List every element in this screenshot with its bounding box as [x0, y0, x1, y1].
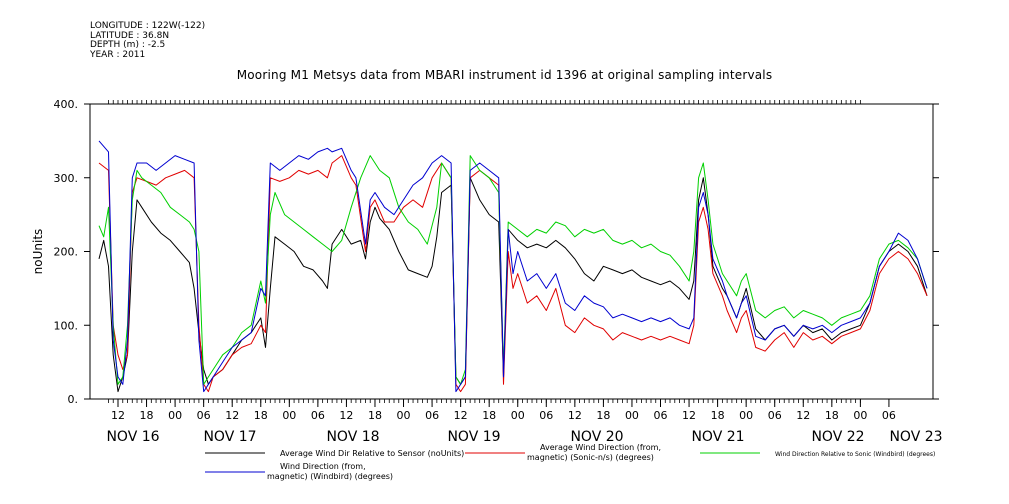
plot-frame	[90, 104, 933, 399]
x-hour-label: 18	[482, 409, 496, 422]
x-day-label: NOV 19	[447, 429, 500, 445]
x-hour-label: 06	[539, 409, 553, 422]
x-hour-label: 06	[654, 409, 668, 422]
x-hour-label: 18	[596, 409, 610, 422]
x-day-label: NOV 16	[106, 429, 159, 445]
x-hour-label: 12	[111, 409, 125, 422]
x-hour-label: 12	[568, 409, 582, 422]
y-tick-label: 0.	[68, 393, 79, 406]
legend-label: Wind Direction Relative to Sonic (Windbi…	[775, 451, 935, 458]
x-hour-label: 12	[796, 409, 810, 422]
x-hour-label: 06	[425, 409, 439, 422]
x-hour-label: 18	[140, 409, 154, 422]
x-hour-label: 12	[454, 409, 468, 422]
x-day-label: NOV 23	[889, 429, 942, 445]
legend-label: magnetic) (Windbird) (degrees)	[267, 472, 393, 481]
y-axis-label: noUnits	[31, 229, 45, 275]
x-hour-label: 18	[368, 409, 382, 422]
x-hour-label: 06	[197, 409, 211, 422]
x-hour-label: 12	[339, 409, 353, 422]
x-hour-label: 12	[682, 409, 696, 422]
x-hour-label: 00	[397, 409, 411, 422]
x-hour-label: 18	[254, 409, 268, 422]
x-hour-label: 06	[311, 409, 325, 422]
x-day-label: NOV 22	[811, 429, 864, 445]
x-hour-label: 00	[739, 409, 753, 422]
x-hour-label: 06	[768, 409, 782, 422]
x-hour-label: 12	[225, 409, 239, 422]
legend-label: magnetic) (Sonic-n/s) (degrees)	[527, 453, 654, 462]
x-hour-label: 18	[825, 409, 839, 422]
x-hour-label: 00	[511, 409, 525, 422]
legend-label: Wind Direction (from,	[280, 462, 366, 471]
x-day-label: NOV 21	[691, 429, 744, 445]
x-hour-label: 06	[882, 409, 896, 422]
x-day-label: NOV 18	[326, 429, 379, 445]
x-day-label: NOV 17	[203, 429, 256, 445]
chart-canvas: 0. 100. 200. 300. 400. noUnits 12 18 00 06 12 18 00 0…	[0, 0, 1009, 504]
legend-label: Average Wind Dir Relative to Sensor (noU…	[280, 449, 464, 458]
x-hour-label: 00	[168, 409, 182, 422]
y-tick-label: 300.	[54, 172, 79, 185]
y-tick-label: 200.	[54, 246, 79, 259]
x-hour-label: 00	[282, 409, 296, 422]
y-tick-label: 100.	[54, 319, 79, 332]
legend-label: Average Wind Direction (from,	[540, 443, 661, 452]
x-hour-label: 00	[625, 409, 639, 422]
x-hour-label: 00	[853, 409, 867, 422]
x-hour-label: 18	[711, 409, 725, 422]
y-tick-label: 400.	[54, 98, 79, 111]
